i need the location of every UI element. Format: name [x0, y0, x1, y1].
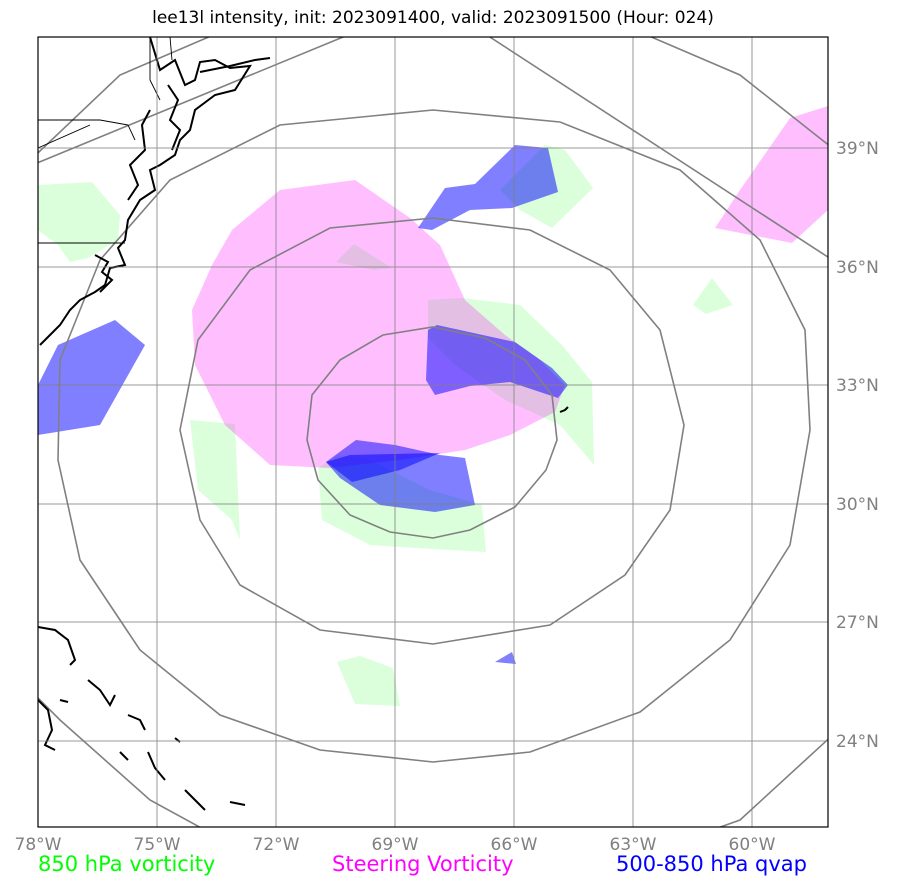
qvap-patch — [418, 145, 558, 230]
x-tick-label: 75°W — [134, 835, 181, 855]
bahamas-4 — [184, 789, 206, 811]
y-tick-label: 24°N — [836, 732, 879, 752]
range-ring-9deg — [57, 109, 811, 763]
range-ring-12deg-south — [38, 696, 828, 827]
qvap-patch — [426, 325, 568, 398]
steering-vorticity-patch — [715, 106, 828, 243]
legend-qvap: 500-850 hPa qvap — [616, 852, 807, 876]
delaware — [167, 84, 182, 151]
x-tick-label: 60°W — [729, 835, 776, 855]
us-east-coast — [39, 37, 252, 346]
x-tick-label: 78°W — [15, 835, 62, 855]
vorticity-850-patch — [337, 656, 400, 706]
cuba-west — [38, 699, 56, 751]
coastlines — [38, 37, 569, 811]
bahamas — [87, 679, 116, 707]
qvap-patch — [38, 320, 145, 435]
x-tick-label: 66°W — [491, 835, 538, 855]
x-tick-label: 72°W — [253, 835, 300, 855]
y-tick-label: 30°N — [836, 495, 879, 515]
bahamas-5 — [229, 801, 246, 806]
legend-steering-vorticity: Steering Vorticity — [332, 852, 514, 876]
range-ring-6deg — [179, 217, 685, 645]
y-tick-label: 27°N — [836, 613, 879, 633]
qvap-patch — [495, 652, 516, 664]
gridlines — [38, 37, 828, 827]
bermuda — [559, 406, 569, 413]
map-title: lee13l intensity, init: 2023091400, vali… — [152, 8, 714, 28]
chesapeake — [127, 109, 151, 201]
bahamas-2 — [127, 714, 146, 731]
legend-850-vorticity: 850 hPa vorticity — [38, 852, 216, 876]
vorticity-850-patch — [38, 182, 120, 262]
small-island-3 — [119, 751, 129, 761]
qvap-patch — [326, 453, 440, 482]
x-tick-label: 69°W — [372, 835, 419, 855]
range-ring-3deg — [306, 326, 558, 539]
small-island-2 — [59, 699, 69, 703]
range-ring-12deg-west — [38, 37, 346, 164]
y-tick-label: 39°N — [836, 139, 879, 159]
cuba-hispaniola-north — [38, 626, 77, 666]
vorticity-850-patch — [336, 244, 392, 270]
pamlico — [94, 254, 114, 293]
long-island — [199, 57, 271, 73]
y-tick-label: 36°N — [836, 258, 879, 278]
longitude-labels: 78°W 75°W 72°W 69°W 66°W 63°W 60°W — [15, 835, 776, 855]
vorticity-850-patch — [190, 420, 240, 540]
vorticity-850-patch — [693, 278, 733, 314]
y-tick-label: 33°N — [836, 376, 879, 396]
latitude-labels: 39°N 36°N 33°N 30°N 27°N 24°N — [836, 139, 879, 752]
bahamas-3 — [147, 751, 166, 781]
x-tick-label: 63°W — [610, 835, 657, 855]
range-ring-12deg — [488, 37, 828, 259]
map-frame — [37, 36, 829, 828]
